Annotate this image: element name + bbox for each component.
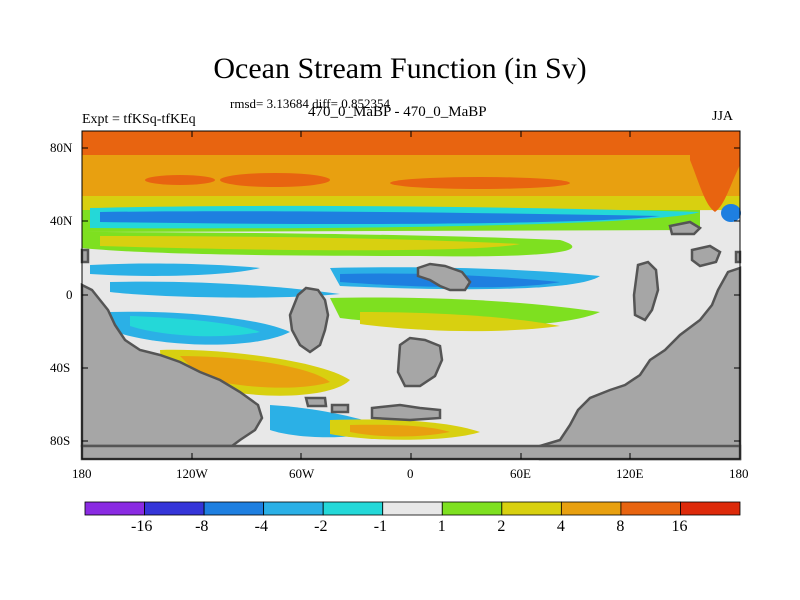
colorbar-swatch [441,501,503,516]
colorbar-swatch [84,501,145,516]
x-tick-label: 180 [729,466,749,481]
land-block-east-1 [690,244,722,268]
land-island-south [396,336,444,388]
x-tick-label: 60W [289,466,315,481]
colorbar-label: -2 [314,518,328,535]
colorbar-swatch [263,501,324,516]
stats-label: rmsd= 3.13684 diff= 0.852354 [230,96,390,111]
field-cyan-band-3 [110,281,340,298]
field-labrador-red [690,150,740,212]
field-30n-yellow [100,236,520,251]
x-tick-label: 120W [176,466,208,481]
field-south-cyan-inner [130,316,260,337]
colorbar-swatch [501,501,562,516]
colorbar-swatch [620,501,681,516]
land-block-south-2 [304,396,328,408]
colorbar-swatch [144,501,205,516]
colorbar-label: 4 [556,518,565,535]
x-tick-label: 120E [616,466,644,481]
land-block-south-1 [370,403,442,422]
land-block-south-3 [330,403,350,414]
colorbar [84,501,741,516]
field-east-blue-spot [721,204,741,222]
colorbar-label: 16 [671,518,688,535]
land-island-central [288,286,330,354]
field-south-orange-2 [350,424,450,437]
colorbar-swatch [680,501,741,516]
y-tick-label: 0 [66,287,73,302]
x-tick-label: 180 [72,466,92,481]
land-west [80,282,264,448]
land-block-east-2 [668,220,703,236]
y-tick-label: 80N [50,140,73,155]
colorbar-swatch [203,501,265,516]
y-tick-label: 80S [50,433,71,448]
y-tick-label: 40S [50,360,71,375]
field-red-patch-3 [390,177,570,189]
season-label: JJA [712,109,734,124]
land-island-east [632,260,660,322]
field-midlat-blue [100,211,660,224]
colorbar-label: -8 [195,518,209,535]
period-label: 470_0_MaBP - 470_0_MaBP [308,104,487,120]
colorbar-swatch [382,501,443,516]
field-cyan-band-1 [90,263,260,276]
land-block-west [80,248,90,264]
colorbar-swatch [560,501,622,516]
colorbar-label: 1 [437,518,446,535]
experiment-label: Expt = tfKSq-tfKEq [82,112,196,127]
chart-title: Ocean Stream Function (in Sv) [213,52,587,85]
colorbar-label: 2 [497,518,506,535]
land-island-equator [416,262,472,292]
colorbar-label: -1 [373,518,388,535]
colorbar-swatch [322,501,384,516]
x-tick-label: 60E [510,466,531,481]
x-tick-label: 0 [407,466,414,481]
y-tick-label: 40N [50,213,73,228]
land-block-edge [734,250,742,264]
field-yellow-equator [360,312,560,332]
field-red-patch-2 [220,173,330,187]
colorbar-label: -16 [131,518,153,535]
tick-marks [82,131,740,459]
colorbar-label: 8 [616,518,625,535]
colorbar-label: -4 [254,518,268,535]
field-red-patch-1 [145,175,215,185]
